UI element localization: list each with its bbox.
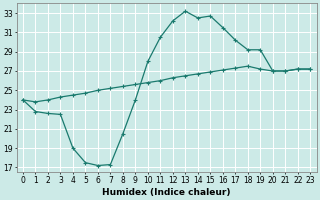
X-axis label: Humidex (Indice chaleur): Humidex (Indice chaleur) [102, 188, 231, 197]
